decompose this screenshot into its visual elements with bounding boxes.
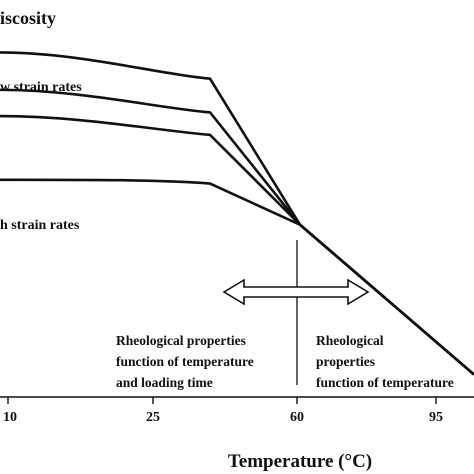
right-region-text: Rheological properties function of tempe…: [316, 333, 454, 390]
y-axis-title: iscosity: [0, 8, 56, 28]
left-region-line-2: function of temperature: [116, 354, 254, 369]
right-region-line-3: function of temperature: [316, 375, 454, 390]
x-tick-label-60: 60: [290, 410, 304, 425]
left-region-text: Rheological properties function of tempe…: [116, 333, 254, 390]
x-axis-ticks: 10 25 60 95: [3, 397, 443, 425]
x-tick-label-95: 95: [429, 410, 443, 425]
x-tick-label-10: 10: [3, 410, 17, 425]
x-tick-label-25: 25: [146, 410, 160, 425]
double-arrow: [222, 278, 370, 306]
right-region-line-1: Rheological: [316, 333, 384, 348]
x-axis-title: Temperature (°C): [228, 451, 372, 472]
curve-2: [0, 88, 474, 376]
viscosity-curves: [0, 51, 474, 376]
high-strain-label: h strain rates: [0, 218, 80, 233]
curve-4: [0, 178, 474, 376]
left-region-line-1: Rheological properties: [116, 333, 246, 348]
curve-3: [0, 114, 474, 376]
left-region-line-3: and loading time: [116, 375, 213, 390]
curve-1: [0, 51, 474, 376]
right-region-line-2: properties: [316, 354, 375, 369]
